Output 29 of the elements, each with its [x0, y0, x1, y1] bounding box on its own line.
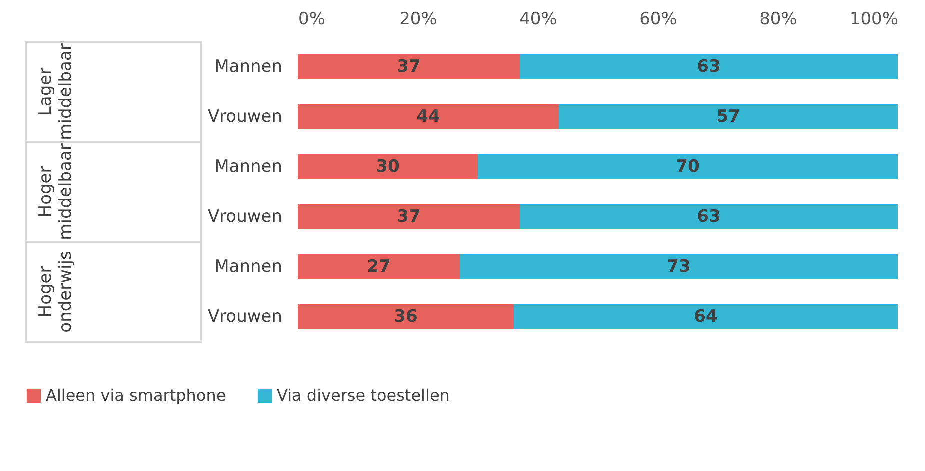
data-label: 37: [397, 57, 421, 77]
data-label: 30: [376, 157, 400, 177]
y-tick-label: Mannen: [214, 257, 282, 277]
data-label: 70: [676, 157, 700, 177]
data-label: 27: [367, 257, 391, 277]
text: Lager middelbaar: [36, 44, 76, 140]
data-label: 63: [697, 207, 721, 227]
y-tick-label: Mannen: [214, 57, 282, 77]
y-tick-label: Mannen: [214, 157, 282, 177]
y-tick-label: Vrouwen: [208, 207, 282, 227]
data-label: 64: [694, 307, 718, 327]
text: Hoger middelbaar: [36, 144, 76, 240]
data-label: 63: [697, 57, 721, 77]
x-tick-label: 0%: [298, 10, 326, 30]
x-tick-label: 60%: [640, 10, 678, 30]
data-label: 44: [416, 107, 440, 127]
data-label: 36: [394, 307, 418, 327]
x-tick-label: 100%: [850, 10, 898, 30]
x-tick-label: 80%: [760, 10, 798, 30]
x-tick-label: 20%: [400, 10, 438, 30]
x-tick-label: 40%: [520, 10, 558, 30]
text: Hoger onderwijs: [36, 251, 76, 333]
y-tick-label: Vrouwen: [208, 107, 282, 127]
data-label: 37: [397, 207, 421, 227]
y-tick-label: Vrouwen: [208, 307, 282, 327]
legend-label: Alleen via smartphone: [46, 386, 226, 405]
data-label: 73: [667, 257, 691, 277]
legend-label: Via diverse toestellen: [277, 386, 450, 405]
data-label: 57: [716, 107, 740, 127]
